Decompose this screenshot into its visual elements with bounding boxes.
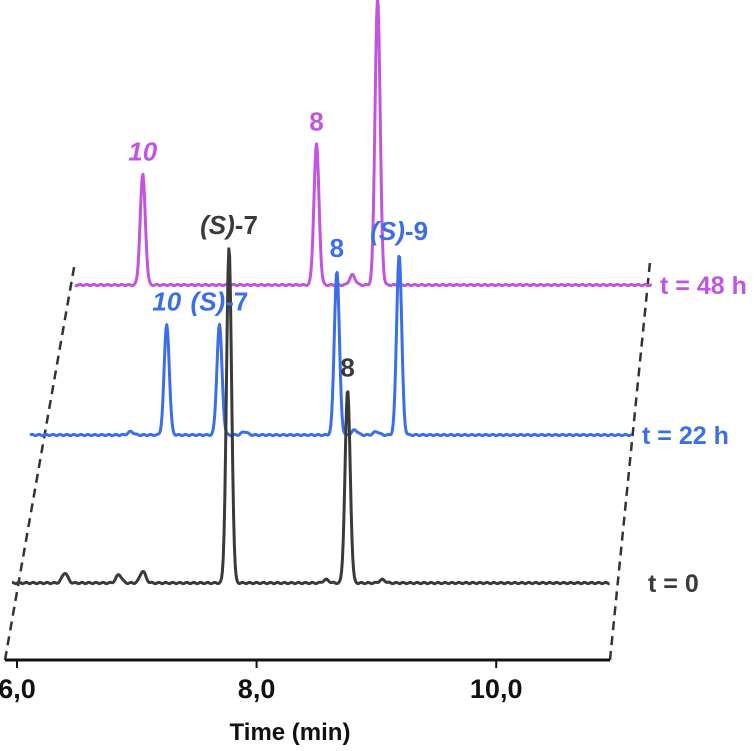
x-tick-label: 8,0 — [238, 674, 276, 704]
x-axis: 6,0 8,0 10,0 — [0, 658, 610, 704]
frame-layer — [3, 261, 652, 661]
peak-label: 8 — [330, 233, 344, 263]
peak-label: 8 — [340, 352, 354, 382]
x-tick-label: 10,0 — [470, 674, 523, 704]
peak-label: (S)-9 — [370, 216, 428, 246]
frame-right-dashed — [608, 261, 652, 661]
series-label: t = 22 h — [642, 422, 729, 450]
trace-layer — [11, 0, 653, 586]
series-trace — [29, 254, 633, 438]
x-tick-label: 6,0 — [0, 674, 36, 704]
peak-label: (S)-7 — [200, 210, 258, 240]
series-label: t = 0 — [648, 570, 699, 598]
peak-label: (S)-7 — [191, 286, 249, 316]
x-axis-title: Time (min) — [230, 719, 351, 746]
peak-label: 10 — [152, 286, 181, 316]
peak-label: 10 — [128, 136, 157, 166]
series-trace — [11, 247, 611, 586]
peak-label: 8 — [309, 106, 323, 136]
series-label: t = 48 h — [660, 272, 747, 300]
frame-left-dashed — [3, 261, 77, 661]
series-trace — [74, 0, 653, 288]
